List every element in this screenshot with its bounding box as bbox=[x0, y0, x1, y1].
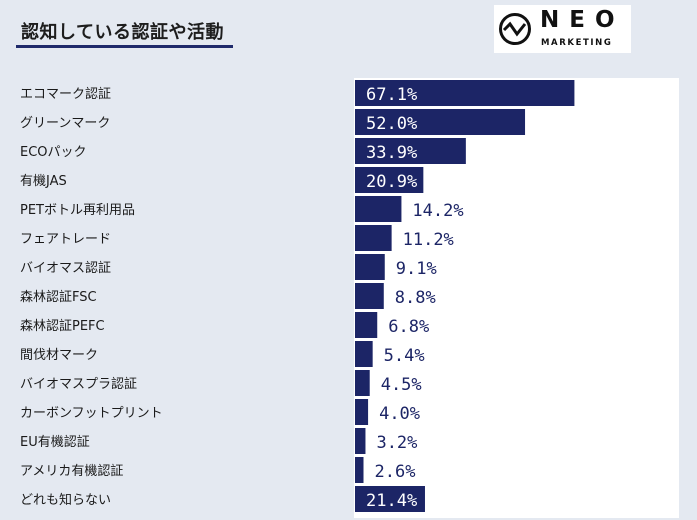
bar bbox=[355, 457, 364, 483]
category-label: どれも知らない bbox=[20, 492, 111, 508]
bar bbox=[355, 341, 373, 367]
bar bbox=[355, 283, 384, 309]
data-label: 4.5% bbox=[381, 375, 422, 395]
category-label: エコマーク認証 bbox=[20, 86, 111, 102]
logo-subtitle-text: MARKETING bbox=[541, 38, 613, 48]
data-label: 8.8% bbox=[395, 288, 436, 308]
data-label: 5.4% bbox=[384, 346, 425, 366]
bar bbox=[355, 196, 402, 222]
data-label: 2.6% bbox=[375, 462, 416, 482]
bar bbox=[355, 399, 369, 425]
data-label: 11.2% bbox=[403, 230, 454, 250]
data-label: 21.4% bbox=[366, 491, 417, 511]
data-label: 9.1% bbox=[396, 259, 437, 279]
bar bbox=[355, 254, 385, 280]
data-label: 6.8% bbox=[388, 317, 429, 337]
bar bbox=[355, 80, 575, 106]
bar bbox=[355, 370, 370, 396]
bar bbox=[355, 486, 425, 512]
bar bbox=[355, 109, 526, 135]
category-label: フェアトレード bbox=[20, 232, 111, 247]
data-label: 67.1% bbox=[366, 85, 417, 105]
data-label: 20.9% bbox=[366, 172, 417, 192]
category-label: PETボトル再利用品 bbox=[20, 203, 135, 218]
data-label: 52.0% bbox=[366, 114, 417, 134]
category-label: バイオマス認証 bbox=[20, 260, 111, 276]
logo-mark-icon bbox=[499, 13, 531, 45]
bar bbox=[355, 225, 392, 251]
page-title: 認知している認証や活動 bbox=[21, 22, 224, 43]
category-label: グリーンマーク bbox=[20, 116, 110, 131]
bar bbox=[355, 428, 366, 454]
category-label: 森林認証PEFC bbox=[20, 318, 105, 334]
category-label: 間伐材マーク bbox=[20, 348, 98, 363]
data-label: 3.2% bbox=[376, 433, 417, 453]
category-label: アメリカ有機認証 bbox=[20, 463, 123, 479]
bar bbox=[355, 138, 466, 164]
category-label: 森林認証FSC bbox=[20, 289, 97, 305]
title-underline bbox=[16, 45, 233, 48]
category-label: ECOパック bbox=[20, 145, 87, 160]
category-label: EU有機認証 bbox=[20, 434, 90, 450]
data-label: 4.0% bbox=[379, 404, 420, 424]
neo-marketing-logo: NEO MARKETING bbox=[494, 5, 631, 53]
bar bbox=[355, 312, 378, 338]
logo-brand-text: NEO bbox=[540, 7, 625, 33]
data-label: 14.2% bbox=[412, 201, 463, 221]
bar bbox=[355, 167, 424, 193]
category-label: カーボンフットプリント bbox=[20, 406, 163, 421]
category-label: 有機JAS bbox=[20, 174, 67, 189]
data-label: 33.9% bbox=[366, 143, 417, 163]
category-label: バイオマスプラ認証 bbox=[20, 376, 137, 392]
